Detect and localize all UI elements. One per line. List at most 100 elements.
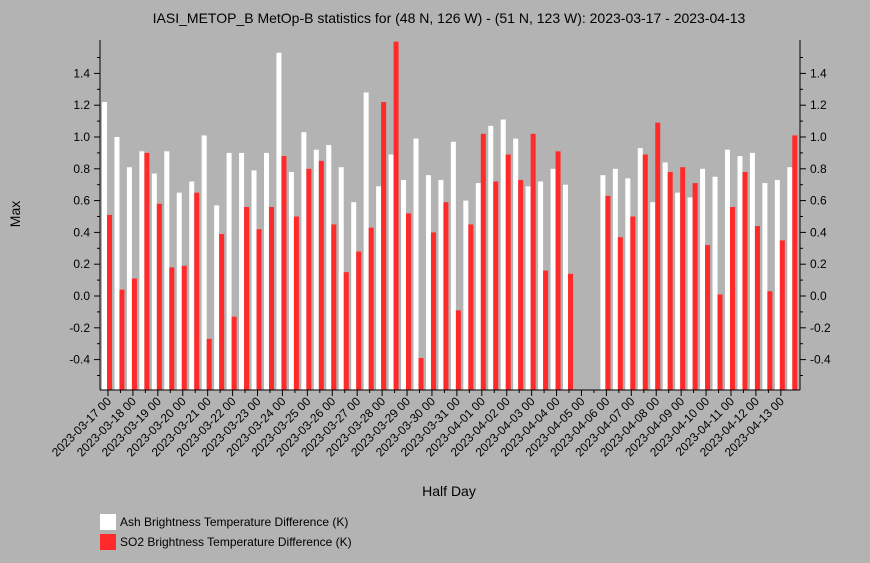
- y-tick-label-right-3: 0.2: [810, 257, 827, 271]
- ash-bar-29: [463, 200, 469, 390]
- ash-bar-55: [787, 167, 793, 390]
- y-tick-label-left-8: 1.2: [73, 98, 90, 112]
- y-tick-label-right-2: 0.0: [810, 289, 827, 303]
- y-tick-label-left-5: 0.6: [73, 194, 90, 208]
- so2-bar-2: [131, 278, 137, 390]
- so2-bar-34: [530, 133, 536, 390]
- so2-bar-29: [468, 224, 474, 390]
- so2-bar-53: [767, 291, 773, 390]
- so2-bar-9: [219, 233, 225, 390]
- ash-bar-24: [401, 179, 407, 390]
- so2-bar-17: [318, 160, 324, 390]
- chart-title: IASI_METOP_B MetOp-B statistics for (48 …: [153, 10, 746, 26]
- legend: Ash Brightness Temperature Difference (K…: [100, 512, 352, 552]
- ash-bar-22: [376, 186, 382, 390]
- so2-bar-49: [717, 294, 723, 390]
- ash-bar-2: [126, 167, 132, 390]
- so2-bar-48: [705, 245, 711, 390]
- ash-bar-45: [662, 162, 668, 390]
- ash-bar-34: [525, 186, 531, 390]
- ash-bar-41: [612, 168, 618, 390]
- ash-bar-0: [102, 102, 107, 391]
- so2-bar-26: [430, 232, 436, 390]
- ash-bar-1: [114, 137, 120, 390]
- so2-bar-37: [568, 273, 574, 390]
- legend-swatch-so2: [100, 534, 116, 550]
- so2-bar-11: [244, 206, 250, 390]
- so2-bar-43: [642, 154, 648, 390]
- so2-bar-21: [368, 227, 374, 390]
- so2-bar-19: [343, 272, 349, 390]
- so2-bar-1: [119, 289, 125, 390]
- so2-bar-42: [630, 216, 636, 390]
- ash-bar-50: [725, 149, 730, 390]
- ash-bar-21: [363, 92, 369, 390]
- ash-bar-37: [563, 184, 569, 390]
- so2-bar-54: [779, 240, 785, 390]
- ash-bar-20: [351, 202, 357, 390]
- y-tick-label-right-0: -0.4: [810, 353, 831, 367]
- so2-bar-40: [605, 195, 611, 390]
- ash-bar-30: [475, 183, 481, 390]
- legend-item-ash: Ash Brightness Temperature Difference (K…: [100, 512, 352, 532]
- so2-bar-10: [231, 316, 237, 390]
- y-tick-label-left-0: -0.4: [69, 353, 90, 367]
- y-tick-label-right-8: 1.2: [810, 98, 827, 112]
- legend-swatch-ash: [100, 514, 116, 530]
- so2-bar-28: [455, 310, 461, 390]
- so2-bar-30: [480, 133, 486, 390]
- ash-bar-6: [176, 192, 182, 390]
- so2-bar-52: [754, 226, 760, 390]
- ash-bar-16: [301, 132, 307, 391]
- so2-bar-8: [206, 338, 212, 390]
- so2-bar-33: [518, 179, 524, 390]
- ash-bar-8: [201, 135, 207, 390]
- so2-bar-15: [293, 216, 299, 390]
- so2-bar-14: [281, 156, 287, 390]
- ash-bar-12: [251, 170, 257, 390]
- ash-bar-36: [550, 168, 556, 390]
- x-axis-label: Half Day: [422, 483, 476, 499]
- y-tick-label-left-4: 0.4: [73, 225, 90, 239]
- ash-bar-47: [687, 197, 693, 390]
- ash-bar-54: [774, 179, 780, 390]
- ash-bar-49: [712, 176, 718, 390]
- ash-bar-26: [425, 175, 431, 390]
- ash-bar-25: [413, 138, 419, 390]
- so2-bar-27: [443, 202, 449, 390]
- legend-label-ash: Ash Brightness Temperature Difference (K…: [120, 515, 349, 529]
- ash-bar-17: [313, 149, 319, 390]
- y-tick-label-left-7: 1.0: [73, 130, 90, 144]
- so2-bar-25: [418, 358, 424, 390]
- bars-group: [102, 41, 798, 391]
- y-tick-label-right-5: 0.6: [810, 194, 827, 208]
- ash-bar-53: [762, 183, 768, 390]
- so2-bar-46: [680, 167, 686, 390]
- y-tick-label-right-4: 0.4: [810, 225, 827, 239]
- so2-bar-44: [655, 122, 661, 390]
- y-tick-label-left-2: 0.0: [73, 289, 90, 303]
- ash-bar-9: [214, 205, 220, 390]
- ash-bar-19: [338, 167, 344, 390]
- ash-bar-7: [189, 181, 195, 390]
- y-tick-label-right-9: 1.4: [810, 66, 827, 80]
- so2-bar-55: [792, 135, 798, 390]
- ash-bar-43: [637, 148, 643, 390]
- so2-bar-18: [331, 224, 337, 390]
- ash-bar-27: [438, 179, 444, 390]
- so2-bar-5: [169, 267, 175, 390]
- so2-bar-12: [256, 229, 262, 390]
- so2-bar-31: [493, 181, 499, 390]
- so2-bar-0: [107, 214, 112, 390]
- ash-bar-4: [151, 173, 157, 390]
- so2-bar-23: [393, 41, 399, 390]
- so2-bar-35: [543, 270, 549, 390]
- y-tick-label-right-1: -0.2: [810, 321, 831, 335]
- so2-bar-6: [181, 265, 187, 390]
- so2-bar-47: [692, 183, 698, 390]
- ash-bar-5: [164, 151, 170, 390]
- legend-item-so2: SO2 Brightness Temperature Difference (K…: [100, 532, 352, 552]
- so2-bar-7: [194, 192, 200, 390]
- y-tick-label-left-6: 0.8: [73, 162, 90, 176]
- y-tick-label-left-9: 1.4: [73, 66, 90, 80]
